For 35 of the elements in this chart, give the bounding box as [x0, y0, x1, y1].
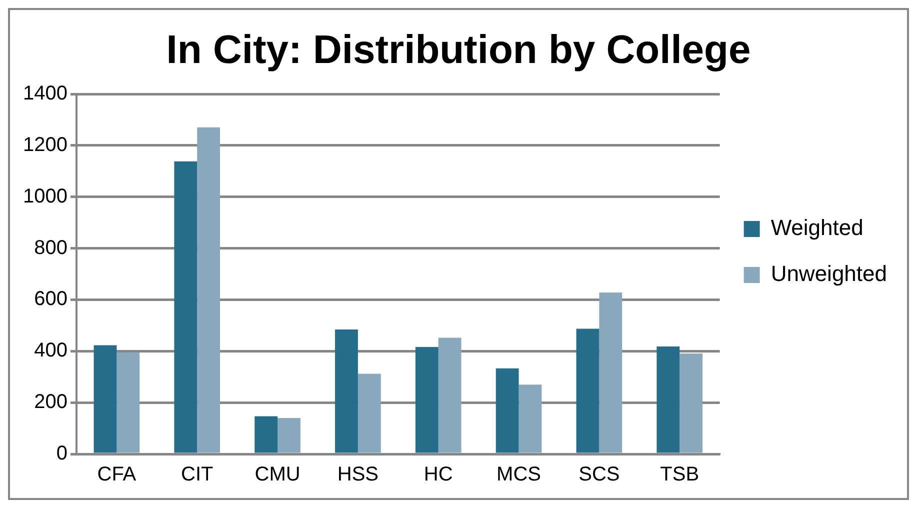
bar	[438, 338, 462, 453]
bar	[599, 292, 622, 453]
legend-label: Weighted	[770, 215, 864, 240]
y-tick-label: 1200	[22, 134, 68, 156]
bar	[278, 418, 300, 453]
bar	[116, 352, 140, 453]
x-tick-label: TSB	[660, 464, 700, 486]
bar	[197, 127, 220, 453]
y-tick-label: 1400	[22, 82, 68, 105]
bar	[656, 346, 680, 453]
x-tick-label: CIT	[181, 464, 214, 486]
x-tick-label: MCS	[496, 464, 541, 486]
chart-title: In City: Distribution by College	[166, 28, 751, 72]
bar	[335, 330, 358, 453]
x-tick-label: HC	[424, 464, 453, 486]
bar	[576, 328, 600, 453]
y-tick-label: 800	[34, 236, 68, 259]
x-tick-label: CFA	[97, 464, 137, 486]
x-tick-label: CMU	[254, 464, 300, 486]
bar	[415, 347, 438, 453]
y-tick-label: 600	[34, 288, 68, 310]
bar	[94, 345, 117, 453]
legend-label: Unweighted	[770, 261, 887, 286]
bar	[518, 384, 542, 453]
y-tick-label: 1000	[22, 185, 68, 208]
bar	[254, 416, 278, 453]
x-tick-label: SCS	[578, 464, 620, 486]
bar	[496, 368, 519, 453]
bar	[680, 353, 703, 453]
bar	[358, 374, 381, 453]
y-tick-label: 0	[56, 442, 68, 465]
y-tick-label: 200	[34, 391, 68, 414]
y-tick-label: 400	[34, 340, 68, 362]
x-tick-label: HSS	[337, 464, 379, 486]
bar	[174, 161, 198, 453]
